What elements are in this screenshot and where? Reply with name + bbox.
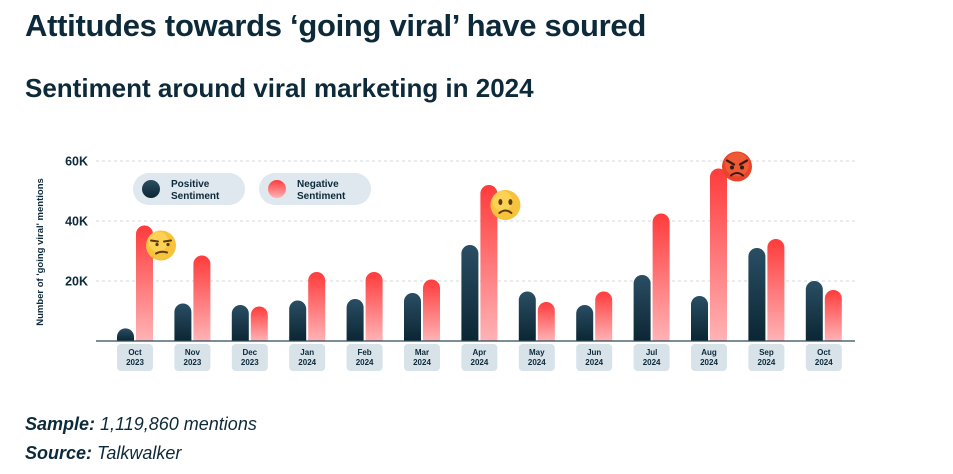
x-tick-year: 2024 <box>356 358 374 367</box>
x-tick-year: 2024 <box>643 358 661 367</box>
x-tick-month: Jan <box>300 348 314 357</box>
x-tick-month: Nov <box>185 348 201 357</box>
bar-negative <box>710 168 727 341</box>
legend-pill-negative <box>259 173 371 205</box>
chart-subtitle: Sentiment around viral marketing in 2024 <box>25 73 534 103</box>
bar-negative <box>308 272 326 341</box>
legend-pill-positive <box>133 173 245 205</box>
bar-positive <box>174 303 192 341</box>
x-tick-box <box>748 344 785 371</box>
sample-note: Sample: 1,119,860 mentions <box>25 414 257 435</box>
bar-positive <box>461 245 479 341</box>
x-tick-box <box>461 344 498 371</box>
slightly-frowning-face-icon <box>490 190 521 220</box>
x-tick-year: 2024 <box>471 358 489 367</box>
sample-label: Sample: <box>25 414 96 434</box>
y-tick-label: 20K <box>65 275 88 289</box>
x-tick-month: Mar <box>415 348 429 357</box>
x-tick-box <box>633 344 670 371</box>
bar-negative <box>250 306 268 341</box>
bar-positive <box>231 305 249 341</box>
x-tick-year: 2024 <box>758 358 776 367</box>
y-axis-title: Number of 'going viral' mentions <box>35 178 46 326</box>
source-value: Talkwalker <box>97 443 182 463</box>
bar-negative <box>767 239 785 341</box>
x-tick-box <box>117 344 153 371</box>
bar-positive <box>404 293 421 341</box>
y-tick-label: 60K <box>65 155 88 169</box>
x-tick-box <box>576 344 613 371</box>
bar-positive <box>691 296 708 341</box>
x-tick-box <box>174 344 211 371</box>
bar-positive <box>117 328 134 341</box>
x-tick-year: 2023 <box>126 358 144 367</box>
bar-positive <box>289 300 307 341</box>
x-tick-month: Apr <box>473 348 487 357</box>
legend-label-positive: Sentiment <box>171 191 220 202</box>
x-tick-year: 2023 <box>241 358 259 367</box>
x-tick-box <box>346 344 383 371</box>
x-tick-year: 2024 <box>528 358 546 367</box>
bar-positive <box>346 299 364 341</box>
x-tick-month: Feb <box>357 348 371 357</box>
bar-negative <box>136 225 153 341</box>
x-tick-box <box>231 344 268 371</box>
legend-label-positive: Positive <box>171 179 210 190</box>
legend-swatch-positive <box>142 180 160 198</box>
source-label: Source: <box>25 443 93 463</box>
x-tick-year: 2024 <box>585 358 603 367</box>
source-note: Source: Talkwalker <box>25 443 181 464</box>
x-tick-year: 2023 <box>184 358 202 367</box>
x-tick-month: Oct <box>817 348 831 357</box>
bar-negative <box>365 272 383 341</box>
bar-negative <box>652 213 670 341</box>
x-tick-box <box>518 344 555 371</box>
x-tick-box <box>805 344 842 371</box>
x-tick-month: Dec <box>242 348 257 357</box>
x-tick-month: Oct <box>128 348 142 357</box>
x-tick-year: 2024 <box>413 358 431 367</box>
bar-positive <box>748 248 766 341</box>
unamused-face-icon <box>146 230 176 261</box>
x-tick-month: Sep <box>759 348 774 357</box>
x-tick-month: May <box>529 348 545 357</box>
bar-positive <box>805 281 823 341</box>
bar-positive <box>576 305 594 341</box>
bar-positive <box>633 275 651 341</box>
bar-negative <box>824 290 842 341</box>
x-tick-year: 2024 <box>298 358 316 367</box>
x-tick-box <box>404 344 440 371</box>
bar-negative <box>423 279 440 341</box>
bar-negative <box>537 302 555 341</box>
sample-value: 1,119,860 mentions <box>100 414 257 434</box>
x-tick-month: Jul <box>646 348 658 357</box>
y-tick-label: 40K <box>65 215 88 229</box>
x-tick-box <box>289 344 326 371</box>
page-title: Attitudes towards ‘going viral’ have sou… <box>25 8 646 43</box>
bar-positive <box>518 291 536 341</box>
x-tick-year: 2024 <box>700 358 718 367</box>
legend-label-negative: Negative <box>297 179 339 190</box>
legend-label-negative: Sentiment <box>297 191 346 202</box>
bar-negative <box>480 185 498 341</box>
legend-swatch-negative <box>268 180 286 198</box>
angry-face-icon <box>722 151 752 182</box>
x-tick-month: Aug <box>701 348 717 357</box>
x-tick-box <box>691 344 727 371</box>
bar-negative <box>595 291 613 341</box>
x-tick-month: Jun <box>587 348 601 357</box>
x-tick-year: 2024 <box>815 358 833 367</box>
bar-negative <box>193 255 211 341</box>
